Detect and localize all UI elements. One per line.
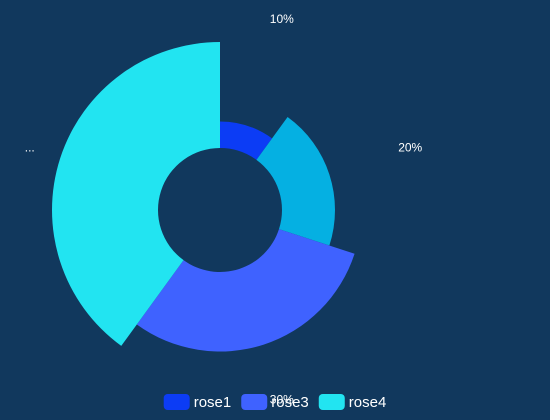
- data-label: 10%: [270, 12, 294, 26]
- rose-sector: [220, 121, 273, 160]
- legend-swatch: [241, 394, 268, 410]
- legend-swatch: [318, 394, 345, 410]
- data-label: 20%: [398, 140, 422, 154]
- legend-label: rose4: [349, 394, 387, 411]
- legend-label: rose1: [194, 394, 232, 411]
- legend: rose1 rose3 rose4: [163, 394, 387, 411]
- data-label: 30%: [270, 392, 294, 406]
- legend-label: rose3: [271, 394, 309, 411]
- data-label: ...: [25, 140, 35, 154]
- rose-sector: [136, 229, 355, 352]
- rose-sector: [256, 116, 335, 246]
- rose-sector: [52, 42, 220, 346]
- legend-swatch: [163, 394, 190, 410]
